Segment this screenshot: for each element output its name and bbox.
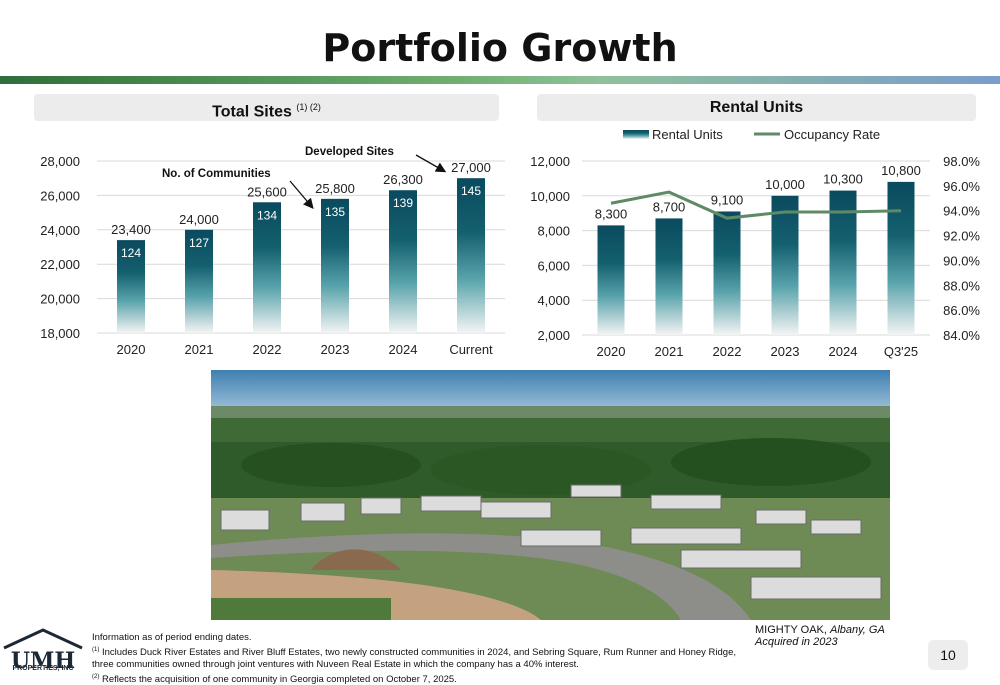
footnote-2-marker: (2)	[92, 674, 100, 681]
rental-units-bar	[655, 218, 683, 335]
rental-units-value-label: 10,000	[765, 177, 805, 192]
right-y2tick-label: 92.0%	[943, 229, 980, 244]
caption-place: Albany, GA	[829, 624, 885, 636]
right-ytick-label: 10,000	[530, 189, 570, 204]
footnote-2: (2) Reflects the acquisition of one comm…	[92, 671, 742, 685]
caption-name: MIGHTY OAK,	[755, 624, 827, 636]
total-sites-footnote-ref: (1) (2)	[296, 102, 321, 112]
total-sites-value-label: 23,400	[111, 222, 151, 237]
right-xtick-label: Q3'25	[884, 344, 918, 359]
rental-units-chart: Rental Units Occupancy Rate 2,000 4,000 6,…	[530, 127, 980, 359]
photo-caption: MIGHTY OAK, Albany, GA Acquired in 2023	[755, 624, 885, 648]
left-xtick-label: Current	[449, 342, 493, 357]
left-ytick-label: 28,000	[40, 154, 80, 169]
footnote-1-marker: (1)	[92, 647, 100, 653]
communities-count-label: 145	[461, 184, 481, 198]
caption-acquired: Acquired in 2023	[755, 636, 838, 648]
right-ytick-label: 4,000	[537, 293, 570, 308]
chart-legend: Rental Units Occupancy Rate	[623, 127, 880, 142]
rental-units-title: Rental Units	[709, 99, 804, 116]
left-xtick-label: 2022	[253, 342, 282, 357]
total-sites-value-label: 26,300	[383, 172, 423, 187]
right-y2tick-label: 84.0%	[943, 328, 980, 343]
total-sites-value-label: 25,800	[315, 181, 355, 196]
rental-units-value-label: 10,800	[881, 163, 921, 178]
communities-count-label: 127	[189, 236, 209, 250]
right-ytick-label: 12,000	[530, 154, 570, 169]
total-sites-value-label: 24,000	[179, 212, 219, 227]
right-xtick-label: 2021	[655, 344, 684, 359]
total-sites-bar	[321, 198, 349, 333]
rental-units-value-label: 8,700	[653, 199, 686, 214]
right-xtick-label: 2022	[713, 344, 742, 359]
communities-annotation: No. of Communities	[162, 168, 271, 180]
total-sites-bar	[253, 202, 281, 333]
footnote-2-text: Reflects the acquisition of one communit…	[101, 674, 457, 685]
right-xtick-label: 2024	[829, 344, 858, 359]
right-ytick-label: 6,000	[537, 258, 570, 273]
umh-logo: UMH	[3, 628, 83, 674]
logo-letters: UMH	[11, 648, 75, 674]
right-xtick-label: 2023	[771, 344, 800, 359]
communities-count-label: 139	[393, 196, 413, 210]
right-y2tick-label: 86.0%	[943, 303, 980, 318]
right-y2tick-label: 90.0%	[943, 253, 980, 268]
legend-occupancy-label: Occupancy Rate	[784, 127, 880, 142]
total-sites-chart: 18,000 20,000 22,000 24,000 26,000 28,000 23,…	[40, 146, 505, 357]
footnotes: Information as of period ending dates. (…	[92, 632, 742, 685]
occupancy-rate-line	[610, 190, 902, 220]
total-sites-bar	[389, 190, 417, 333]
rental-units-value-label: 9,100	[711, 192, 744, 207]
right-ytick-label: 8,000	[537, 224, 570, 239]
right-xtick-label: 2020	[597, 344, 626, 359]
right-ytick-label: 2,000	[537, 328, 570, 343]
total-sites-value-label: 27,000	[451, 160, 491, 175]
total-sites-value-label: 25,600	[247, 184, 287, 199]
left-ytick-label: 26,000	[40, 188, 80, 203]
total-sites-bar	[457, 178, 485, 333]
rental-units-header: Rental Units	[537, 94, 976, 121]
developed-sites-annotation: Developed Sites	[305, 146, 394, 158]
right-y2tick-label: 96.0%	[943, 179, 980, 194]
rental-units-value-label: 10,300	[823, 172, 863, 187]
logo-subtitle: PROPERTIES, INC	[12, 665, 74, 672]
rental-units-bar	[771, 195, 799, 335]
left-ytick-label: 22,000	[40, 257, 80, 272]
left-xtick-label: 2023	[321, 342, 350, 357]
footnote-1: (1) Includes Duck River Estates and Rive…	[92, 644, 742, 671]
legend-rental-units-label: Rental Units	[652, 127, 723, 142]
left-ytick-label: 24,000	[40, 223, 80, 238]
right-y2tick-label: 94.0%	[943, 204, 980, 219]
page-number: 10	[928, 640, 968, 670]
footnote-intro: Information as of period ending dates.	[92, 632, 252, 643]
rental-units-bar	[713, 211, 741, 335]
total-sites-header: Total Sites (1) (2)	[34, 94, 499, 121]
rental-units-bar	[887, 181, 915, 335]
communities-arrow	[289, 180, 314, 209]
communities-count-label: 135	[325, 205, 345, 219]
legend-rental-units-swatch	[623, 130, 649, 139]
left-ytick-label: 18,000	[40, 326, 80, 341]
footnote-1-text: Includes Duck River Estates and River Bl…	[92, 647, 736, 671]
rental-units-value-label: 8,300	[595, 206, 628, 221]
rental-units-bar	[829, 190, 857, 335]
total-sites-title: Total Sites	[212, 103, 292, 121]
right-y2tick-label: 88.0%	[943, 278, 980, 293]
total-sites-bar	[117, 240, 145, 333]
title-gradient-bar	[0, 76, 1000, 84]
left-xtick-label: 2021	[185, 342, 214, 357]
total-sites-bar	[185, 229, 213, 333]
left-ytick-label: 20,000	[40, 292, 80, 307]
left-xtick-label: 2020	[117, 342, 146, 357]
rental-units-bar	[597, 225, 625, 335]
developed-sites-arrow	[415, 154, 447, 173]
right-y2tick-label: 98.0%	[943, 154, 980, 169]
aerial-photo-art	[211, 370, 890, 620]
communities-count-label: 134	[257, 208, 277, 222]
communities-count-label: 124	[121, 246, 141, 260]
page-title: Portfolio Growth	[322, 26, 678, 70]
left-xtick-label: 2024	[389, 342, 418, 357]
aerial-photo	[211, 370, 890, 620]
